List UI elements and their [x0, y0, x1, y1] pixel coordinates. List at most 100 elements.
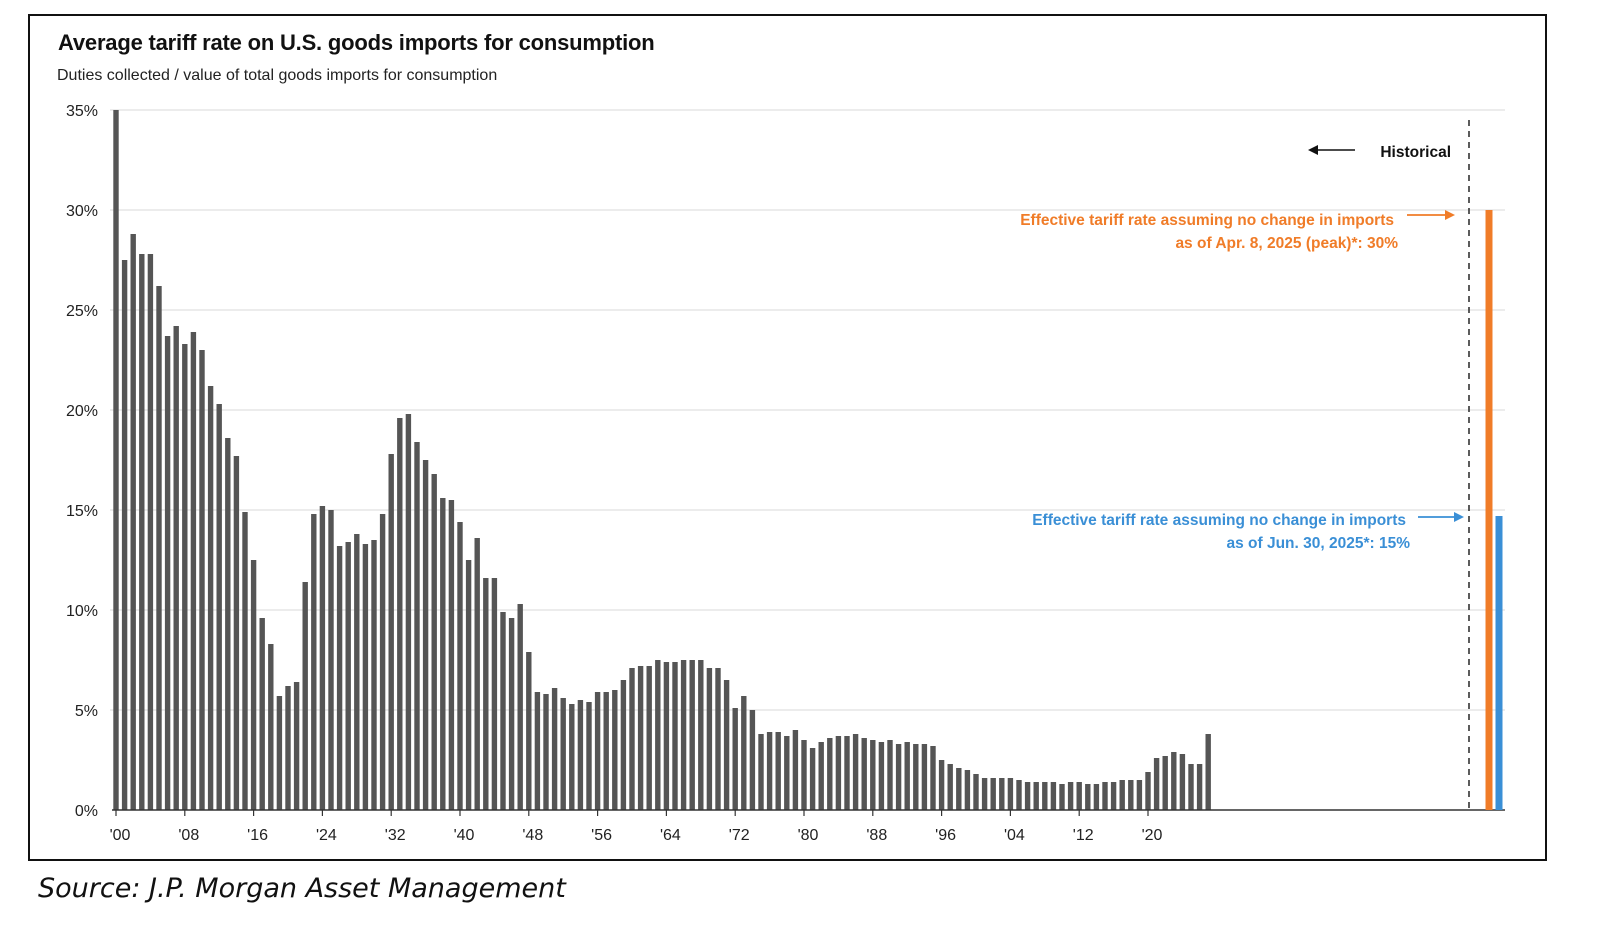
- bar: [242, 512, 248, 810]
- bar: [526, 652, 532, 810]
- peak-projection-bar: [1485, 210, 1493, 810]
- bar: [302, 582, 308, 810]
- bar: [483, 578, 489, 810]
- current-annotation-line2: as of Jun. 30, 2025*: 15%: [1226, 535, 1410, 552]
- bar: [1145, 772, 1151, 810]
- bar: [517, 604, 523, 810]
- bar: [139, 254, 145, 810]
- bar: [1050, 782, 1057, 810]
- bar: [491, 578, 498, 810]
- bar: [1067, 782, 1074, 810]
- bar: [457, 522, 463, 810]
- bar: [723, 680, 730, 810]
- x-tick-label: '80: [798, 827, 819, 844]
- bar: [207, 386, 214, 810]
- bar: [465, 560, 472, 810]
- current-arrow: [1418, 512, 1464, 522]
- peak-arrow: [1407, 210, 1455, 220]
- bar: [164, 336, 171, 810]
- y-tick-label: 25%: [66, 303, 98, 320]
- bar: [603, 692, 609, 810]
- bar: [999, 778, 1005, 810]
- bar: [637, 666, 644, 810]
- bar: [173, 326, 179, 810]
- bar: [741, 696, 747, 810]
- bar: [852, 734, 859, 810]
- bar: [311, 514, 317, 810]
- bar: [379, 514, 386, 810]
- y-tick-label: 15%: [66, 503, 98, 520]
- bar: [655, 660, 661, 810]
- bar: [956, 768, 962, 810]
- bar: [629, 668, 635, 810]
- bar: [612, 690, 618, 810]
- y-tick-label: 0%: [75, 803, 98, 820]
- peak-annotation-line1: Effective tariff rate assuming no change…: [1020, 212, 1394, 229]
- bar: [199, 350, 205, 810]
- y-tick-label: 10%: [66, 603, 98, 620]
- bar: [775, 732, 781, 810]
- bar: [1136, 780, 1143, 810]
- bar: [1059, 784, 1065, 810]
- bar: [388, 454, 394, 810]
- bar: [672, 662, 678, 810]
- x-tick-label: '20: [1142, 827, 1163, 844]
- bar: [1102, 782, 1108, 810]
- chart-subtitle: Duties collected / value of total goods …: [57, 67, 498, 84]
- bar: [354, 534, 360, 810]
- bar: [904, 742, 910, 810]
- bar: [990, 778, 996, 810]
- bar: [156, 286, 162, 810]
- y-tick-label: 20%: [66, 403, 98, 420]
- bar: [543, 694, 549, 810]
- x-tick-label: '96: [935, 827, 956, 844]
- bar: [182, 344, 188, 810]
- bar: [749, 710, 756, 810]
- bar: [594, 692, 601, 810]
- bar: [715, 668, 721, 810]
- bar: [689, 660, 695, 810]
- chart-title: Average tariff rate on U.S. goods import…: [58, 30, 655, 55]
- bar: [895, 744, 902, 810]
- bar: [835, 736, 842, 810]
- bar: [878, 742, 885, 810]
- bar: [319, 506, 326, 810]
- peak-annotation-line2: as of Apr. 8, 2025 (peak)*: 30%: [1175, 235, 1398, 252]
- bar: [784, 736, 790, 810]
- bar: [758, 734, 764, 810]
- y-tick-label: 5%: [75, 703, 98, 720]
- x-tick-label: '56: [591, 827, 612, 844]
- bar: [646, 666, 652, 810]
- x-tick-label: '40: [454, 827, 475, 844]
- bar: [362, 544, 369, 810]
- bar: [1042, 782, 1048, 810]
- bar: [680, 660, 687, 810]
- bar: [706, 668, 713, 810]
- bar: [233, 456, 240, 810]
- bar: [336, 546, 343, 810]
- bar: [293, 682, 300, 810]
- bar: [1033, 782, 1039, 810]
- bar: [216, 404, 222, 810]
- bar: [1007, 778, 1014, 810]
- bar: [1128, 780, 1134, 810]
- bar: [1076, 782, 1082, 810]
- source-note: Source: J.P. Morgan Asset Management: [38, 873, 566, 904]
- bar: [268, 644, 274, 810]
- x-tick-label: '72: [729, 827, 750, 844]
- projection-group: [1485, 210, 1503, 810]
- bar: [1110, 782, 1117, 810]
- bar: [508, 618, 515, 810]
- bar: [981, 778, 988, 810]
- bar: [938, 760, 945, 810]
- bar: [397, 418, 403, 810]
- bar: [422, 460, 429, 810]
- bar: [1171, 752, 1177, 810]
- bar: [560, 698, 566, 810]
- bar: [930, 746, 936, 810]
- bar: [947, 764, 953, 810]
- historical-arrow: [1308, 145, 1355, 155]
- bar: [569, 704, 575, 810]
- x-tick-label: '24: [316, 827, 337, 844]
